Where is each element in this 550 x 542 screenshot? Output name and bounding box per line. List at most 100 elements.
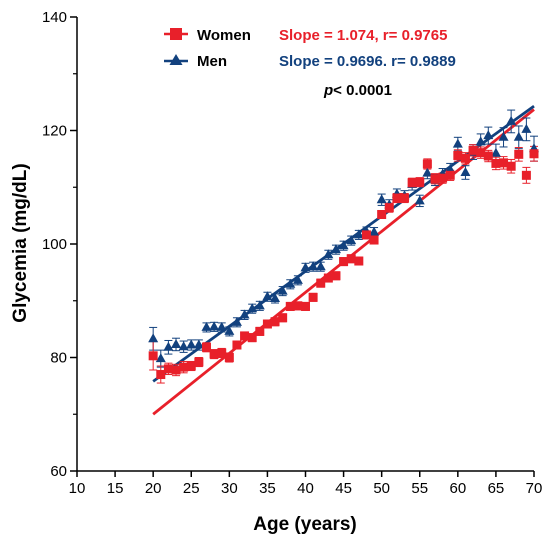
x-tick-label: 65 xyxy=(488,480,505,497)
women-point xyxy=(156,370,166,380)
women-point xyxy=(422,159,432,169)
women-point xyxy=(476,148,486,158)
women-point xyxy=(415,177,425,187)
men-point xyxy=(475,136,486,146)
men-point xyxy=(506,115,517,125)
men-point xyxy=(209,321,220,331)
women-point xyxy=(186,361,196,371)
women-point xyxy=(445,170,455,180)
y-tick-label: 140 xyxy=(42,9,67,26)
men-point xyxy=(330,244,341,254)
women-point xyxy=(217,348,227,358)
men-point xyxy=(338,240,349,250)
women-point xyxy=(270,317,280,327)
p-value-annotation: p< 0.0001 xyxy=(323,82,392,99)
men-point xyxy=(353,229,364,239)
women-point xyxy=(179,362,189,372)
women-point xyxy=(331,271,341,281)
men-point xyxy=(231,316,242,326)
men-point xyxy=(239,309,250,319)
tick-labels: 10 15 20 25 30 35 40 45 50 55 60 65 70 60 80 100 120 140 xyxy=(42,9,542,497)
women-point xyxy=(499,158,509,168)
men-point xyxy=(308,261,319,271)
men-point xyxy=(521,123,532,133)
women-point xyxy=(400,193,410,203)
legend-men-marker xyxy=(169,54,183,65)
men-point xyxy=(346,235,357,245)
women-point xyxy=(483,151,493,161)
women-slope-annotation: Slope = 1.074, r= 0.9765 xyxy=(279,27,447,44)
women-point xyxy=(453,150,463,160)
men-point xyxy=(277,285,288,295)
women-point xyxy=(293,301,303,311)
women-point xyxy=(247,333,257,343)
y-axis-title: Glycemia (mg/dL) xyxy=(10,163,31,322)
women-point xyxy=(369,235,379,245)
x-tick-label: 15 xyxy=(107,480,124,497)
men-point xyxy=(155,353,166,363)
women-point xyxy=(163,364,173,374)
women-point xyxy=(285,301,295,311)
women-point xyxy=(346,254,356,264)
women-point xyxy=(240,331,250,341)
women-point xyxy=(316,278,326,288)
men-point xyxy=(262,291,273,301)
women-point xyxy=(407,178,417,188)
x-tick-label: 20 xyxy=(145,480,162,497)
men-point xyxy=(452,138,463,148)
men-point xyxy=(414,195,425,205)
x-tick-label: 25 xyxy=(183,480,200,497)
men-point xyxy=(224,325,235,335)
men-point xyxy=(254,300,265,310)
women-point xyxy=(506,161,516,171)
men-point xyxy=(247,303,258,313)
women-point xyxy=(209,349,219,359)
x-tick-label: 10 xyxy=(69,480,86,497)
men-point xyxy=(483,130,494,140)
men-point xyxy=(163,341,174,351)
x-tick-label: 30 xyxy=(221,480,238,497)
y-tick-label: 80 xyxy=(50,350,67,367)
men-point xyxy=(323,249,334,259)
men-point xyxy=(178,341,189,351)
women-point xyxy=(384,203,394,213)
x-tick-label: 45 xyxy=(335,480,352,497)
women-point xyxy=(301,301,310,311)
women-point xyxy=(171,365,181,375)
women-point xyxy=(438,173,448,183)
men-point xyxy=(490,147,501,157)
women-point xyxy=(278,313,288,323)
women-point xyxy=(308,292,318,302)
y-tick-label: 100 xyxy=(42,236,67,253)
women-point xyxy=(201,342,211,352)
women-point xyxy=(521,170,531,180)
women-point xyxy=(491,158,501,168)
women-point xyxy=(323,273,333,283)
women-point xyxy=(194,357,204,367)
men-point xyxy=(422,167,433,177)
women-point xyxy=(361,230,371,240)
men-point xyxy=(216,321,227,331)
men-point xyxy=(193,339,204,349)
women-point xyxy=(392,193,402,203)
women-point xyxy=(339,257,349,267)
women-point xyxy=(514,149,524,159)
legend-women-marker xyxy=(170,28,182,40)
women-point xyxy=(460,153,470,163)
x-tick-label: 40 xyxy=(297,480,314,497)
x-tick-label: 35 xyxy=(259,480,276,497)
men-point xyxy=(201,321,212,331)
legend: Women Slope = 1.074, r= 0.9765 Men Slope… xyxy=(164,27,456,99)
men-point xyxy=(292,274,303,284)
women-point xyxy=(255,326,265,336)
legend-men-label: Men xyxy=(197,53,227,70)
women-point xyxy=(262,319,272,329)
x-tick-label: 50 xyxy=(373,480,390,497)
men-point xyxy=(186,339,197,349)
data-points xyxy=(148,115,539,380)
legend-women-label: Women xyxy=(197,27,251,44)
men-point xyxy=(315,261,326,271)
men-point xyxy=(498,131,509,141)
men-point xyxy=(171,338,182,348)
